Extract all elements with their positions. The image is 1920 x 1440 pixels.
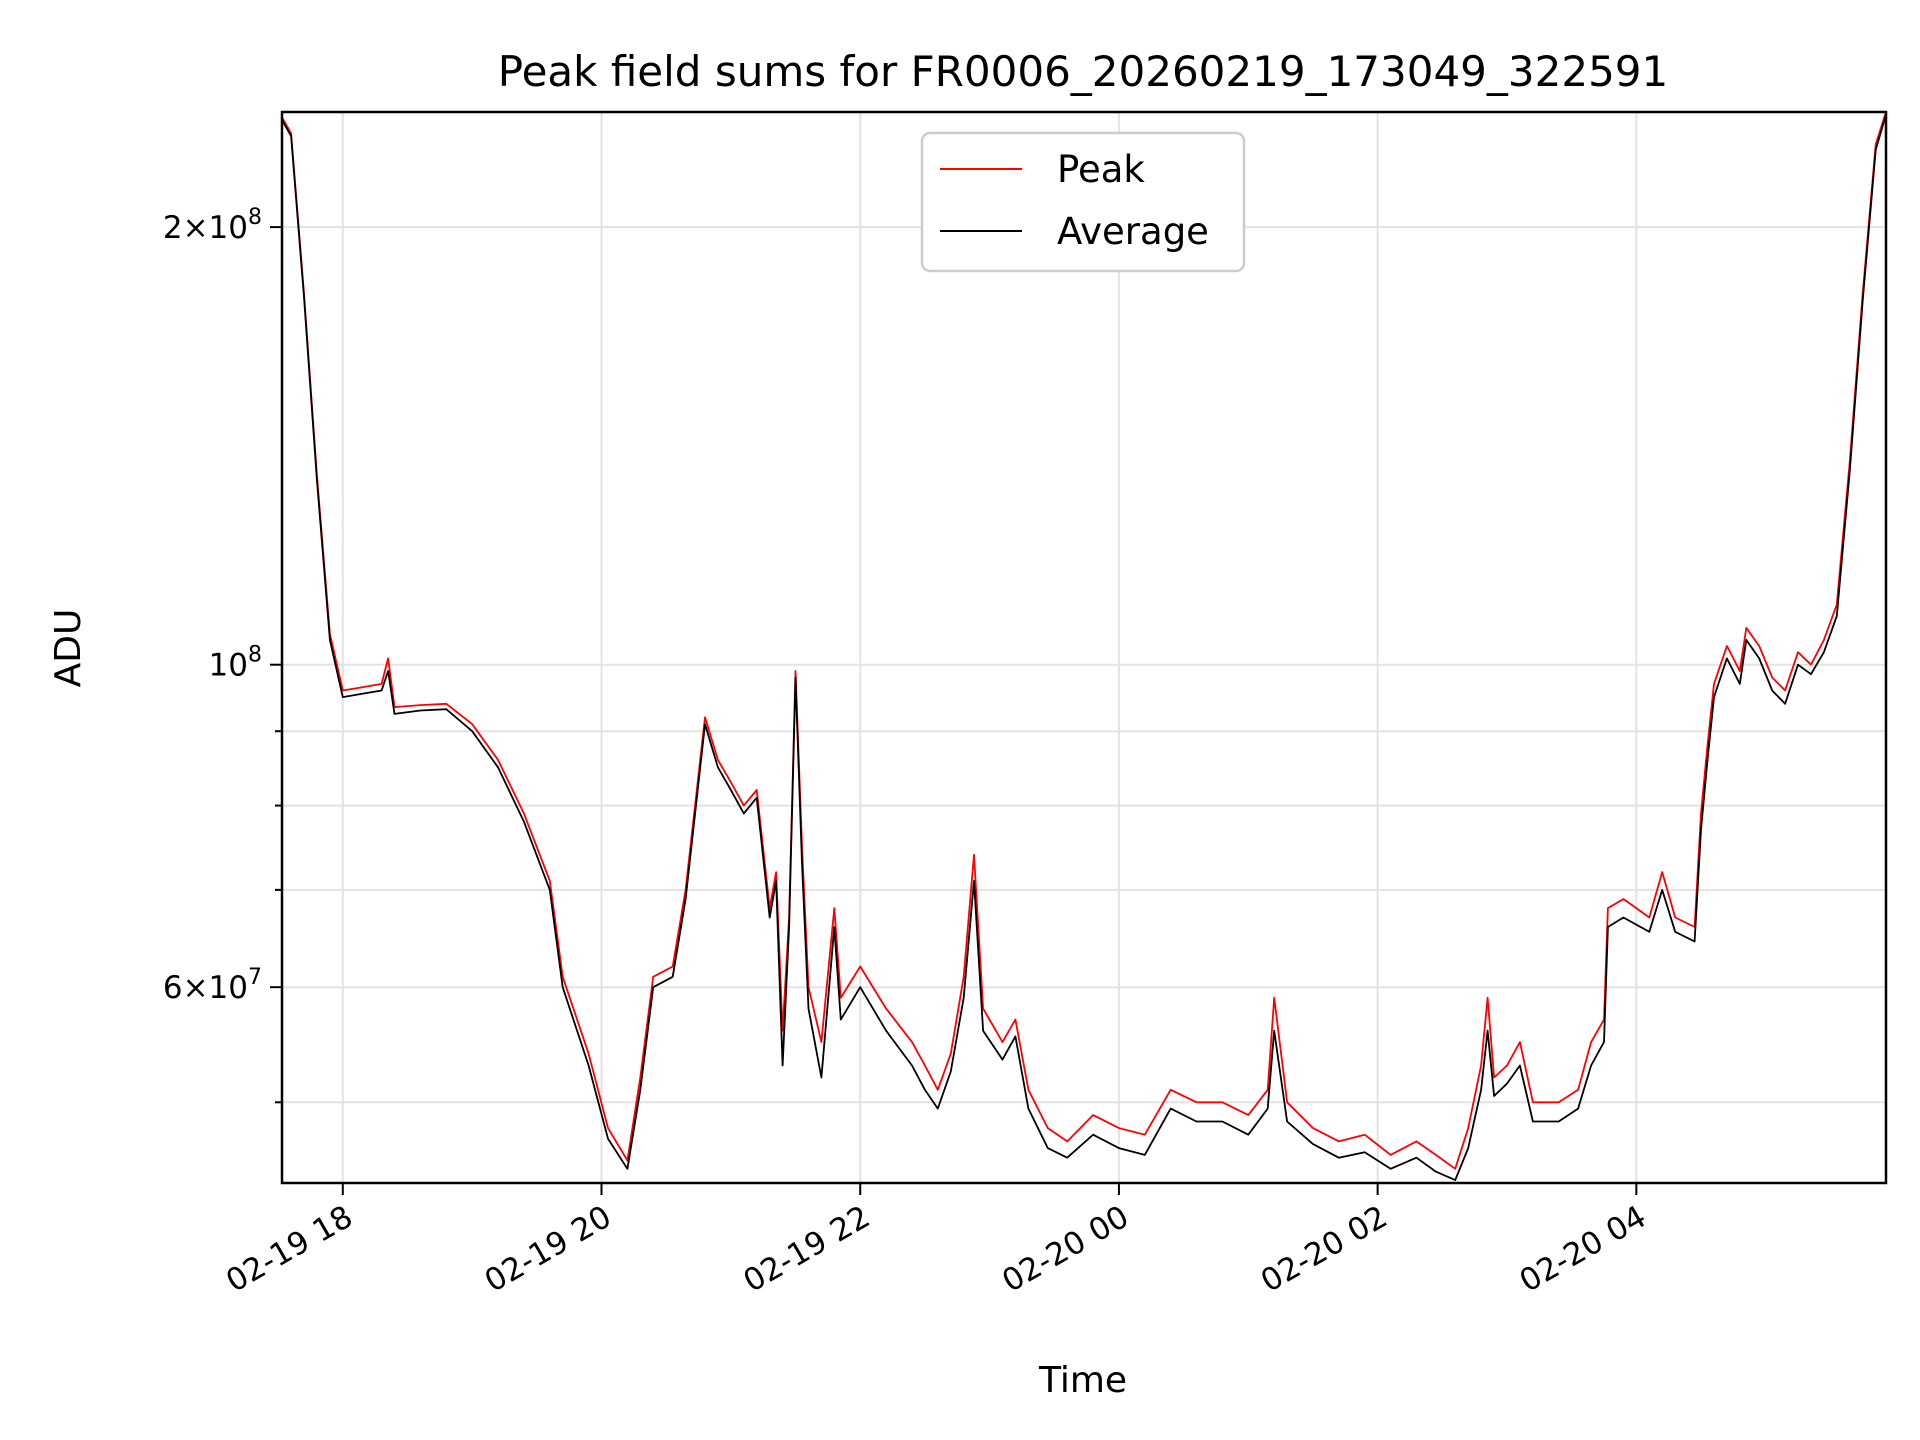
x-axis-label: Time bbox=[1038, 1360, 1127, 1401]
y-tick-label: 6×107 bbox=[163, 965, 262, 1006]
y-axis-label: ADU bbox=[48, 609, 89, 688]
legend-label-peak: Peak bbox=[1057, 148, 1145, 191]
legend: Peak Average bbox=[920, 131, 1246, 273]
legend-box bbox=[920, 131, 1246, 273]
plot-frame bbox=[280, 110, 1888, 1185]
chart-title: Peak field sums for FR0006_20260219_1730… bbox=[498, 47, 1668, 96]
y-tick-label: 108 bbox=[209, 643, 262, 684]
y-tick-label: 2×108 bbox=[163, 205, 262, 246]
series-line-average bbox=[282, 114, 1886, 1181]
series-line-peak bbox=[282, 112, 1886, 1170]
grid-layer bbox=[282, 112, 1886, 1183]
legend-label-average: Average bbox=[1057, 210, 1209, 253]
series-layer bbox=[282, 112, 1886, 1181]
